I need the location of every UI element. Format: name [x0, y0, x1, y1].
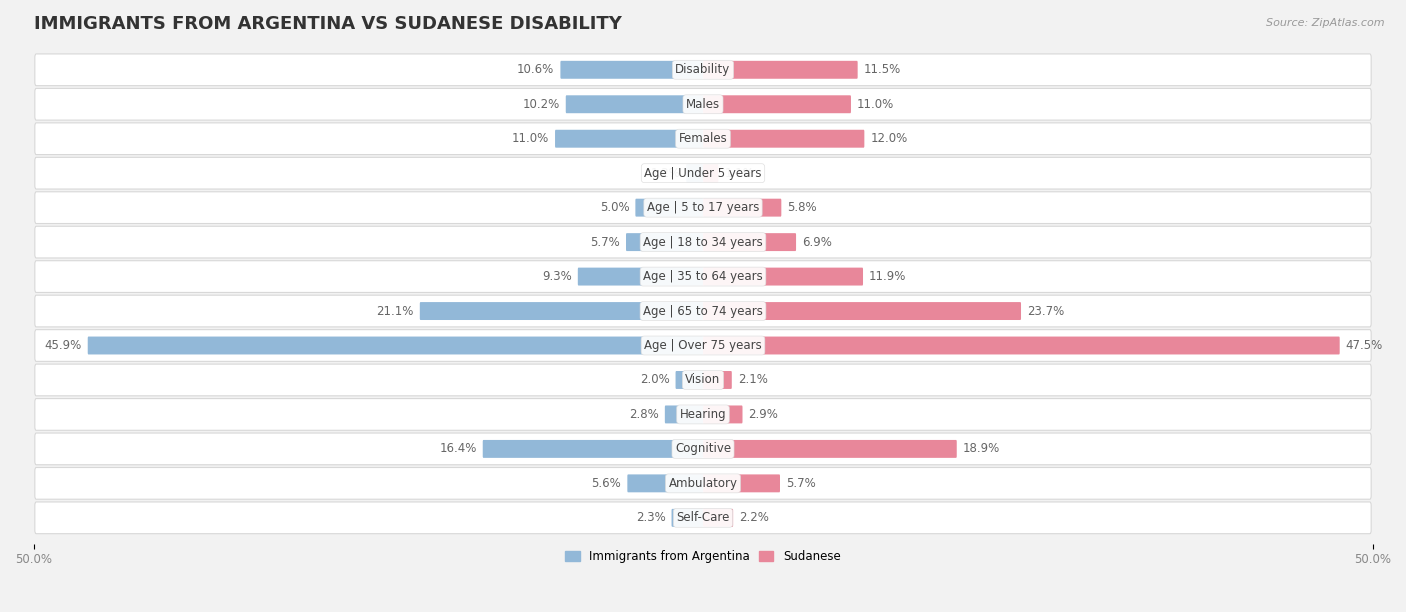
- Text: 1.2%: 1.2%: [651, 166, 681, 180]
- FancyBboxPatch shape: [555, 130, 703, 147]
- FancyBboxPatch shape: [703, 130, 865, 147]
- Text: 45.9%: 45.9%: [45, 339, 82, 352]
- FancyBboxPatch shape: [35, 295, 1371, 327]
- Text: Age | 18 to 34 years: Age | 18 to 34 years: [643, 236, 763, 248]
- FancyBboxPatch shape: [35, 88, 1371, 120]
- FancyBboxPatch shape: [703, 267, 863, 286]
- FancyBboxPatch shape: [35, 123, 1371, 155]
- FancyBboxPatch shape: [703, 61, 858, 79]
- FancyBboxPatch shape: [703, 199, 782, 217]
- Text: 18.9%: 18.9%: [963, 442, 1000, 455]
- Text: 6.9%: 6.9%: [801, 236, 832, 248]
- Text: 2.0%: 2.0%: [640, 373, 669, 386]
- FancyBboxPatch shape: [703, 440, 956, 458]
- Text: 11.9%: 11.9%: [869, 270, 907, 283]
- FancyBboxPatch shape: [35, 54, 1371, 86]
- FancyBboxPatch shape: [35, 364, 1371, 396]
- Text: Age | Over 75 years: Age | Over 75 years: [644, 339, 762, 352]
- FancyBboxPatch shape: [636, 199, 703, 217]
- FancyBboxPatch shape: [420, 302, 703, 320]
- FancyBboxPatch shape: [675, 371, 703, 389]
- FancyBboxPatch shape: [35, 226, 1371, 258]
- FancyBboxPatch shape: [703, 337, 1340, 354]
- Text: 11.5%: 11.5%: [863, 63, 901, 76]
- Text: Age | Under 5 years: Age | Under 5 years: [644, 166, 762, 180]
- FancyBboxPatch shape: [87, 337, 703, 354]
- FancyBboxPatch shape: [703, 164, 718, 182]
- Text: 11.0%: 11.0%: [512, 132, 548, 145]
- Text: 2.8%: 2.8%: [628, 408, 659, 421]
- Text: 2.3%: 2.3%: [636, 512, 665, 524]
- Text: Age | 35 to 64 years: Age | 35 to 64 years: [643, 270, 763, 283]
- FancyBboxPatch shape: [35, 502, 1371, 534]
- FancyBboxPatch shape: [626, 233, 703, 251]
- Text: 5.7%: 5.7%: [786, 477, 815, 490]
- Text: 10.2%: 10.2%: [523, 98, 560, 111]
- Text: 23.7%: 23.7%: [1026, 305, 1064, 318]
- Text: 5.7%: 5.7%: [591, 236, 620, 248]
- Text: 5.6%: 5.6%: [592, 477, 621, 490]
- Text: 12.0%: 12.0%: [870, 132, 908, 145]
- Text: Ambulatory: Ambulatory: [668, 477, 738, 490]
- FancyBboxPatch shape: [35, 468, 1371, 499]
- FancyBboxPatch shape: [561, 61, 703, 79]
- Legend: Immigrants from Argentina, Sudanese: Immigrants from Argentina, Sudanese: [561, 545, 845, 568]
- Text: 11.0%: 11.0%: [858, 98, 894, 111]
- Text: Females: Females: [679, 132, 727, 145]
- Text: Disability: Disability: [675, 63, 731, 76]
- FancyBboxPatch shape: [703, 509, 733, 527]
- FancyBboxPatch shape: [665, 406, 703, 424]
- Text: Self-Care: Self-Care: [676, 512, 730, 524]
- Text: 5.0%: 5.0%: [600, 201, 630, 214]
- Text: Source: ZipAtlas.com: Source: ZipAtlas.com: [1267, 18, 1385, 28]
- FancyBboxPatch shape: [703, 371, 731, 389]
- Text: 2.9%: 2.9%: [748, 408, 779, 421]
- Text: 21.1%: 21.1%: [377, 305, 413, 318]
- Text: Age | 5 to 17 years: Age | 5 to 17 years: [647, 201, 759, 214]
- FancyBboxPatch shape: [35, 157, 1371, 189]
- Text: Age | 65 to 74 years: Age | 65 to 74 years: [643, 305, 763, 318]
- Text: 2.1%: 2.1%: [738, 373, 768, 386]
- Text: Males: Males: [686, 98, 720, 111]
- Text: 10.6%: 10.6%: [517, 63, 554, 76]
- Text: Hearing: Hearing: [679, 408, 727, 421]
- FancyBboxPatch shape: [703, 302, 1021, 320]
- FancyBboxPatch shape: [482, 440, 703, 458]
- FancyBboxPatch shape: [35, 398, 1371, 430]
- FancyBboxPatch shape: [35, 330, 1371, 361]
- Text: 1.1%: 1.1%: [724, 166, 754, 180]
- FancyBboxPatch shape: [703, 474, 780, 492]
- Text: 5.8%: 5.8%: [787, 201, 817, 214]
- FancyBboxPatch shape: [565, 95, 703, 113]
- Text: Vision: Vision: [685, 373, 721, 386]
- FancyBboxPatch shape: [578, 267, 703, 286]
- Text: 47.5%: 47.5%: [1346, 339, 1384, 352]
- FancyBboxPatch shape: [703, 233, 796, 251]
- Text: 2.2%: 2.2%: [740, 512, 769, 524]
- FancyBboxPatch shape: [703, 406, 742, 424]
- Text: 9.3%: 9.3%: [543, 270, 572, 283]
- FancyBboxPatch shape: [672, 509, 703, 527]
- FancyBboxPatch shape: [703, 95, 851, 113]
- Text: 16.4%: 16.4%: [439, 442, 477, 455]
- FancyBboxPatch shape: [35, 261, 1371, 293]
- FancyBboxPatch shape: [686, 164, 703, 182]
- Text: Cognitive: Cognitive: [675, 442, 731, 455]
- FancyBboxPatch shape: [35, 192, 1371, 223]
- FancyBboxPatch shape: [35, 433, 1371, 465]
- FancyBboxPatch shape: [627, 474, 703, 492]
- Text: IMMIGRANTS FROM ARGENTINA VS SUDANESE DISABILITY: IMMIGRANTS FROM ARGENTINA VS SUDANESE DI…: [34, 15, 621, 33]
